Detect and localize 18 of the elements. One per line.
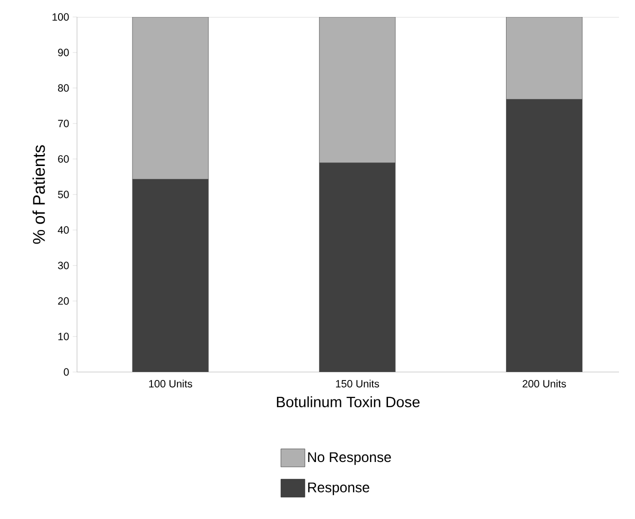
y-tick-label: 50 [58,190,69,198]
x-tick-label: 150 Units [336,380,380,388]
y-tick-label: 10 [58,332,69,340]
legend-label: Response [308,482,370,496]
y-tick-label: 60 [58,155,69,163]
y-axis-title: % of Patients [32,145,45,244]
x-tick-label: 200 Units [522,380,566,388]
x-axis-title: Botulinum Toxin Dose [276,396,420,408]
y-tick-label: 100 [52,13,69,21]
y-tick-label: 80 [58,84,69,92]
y-tick-label: 40 [58,226,69,234]
y-tick-label: 20 [58,297,69,305]
y-tick-label: 70 [58,120,69,128]
x-tick-label: 100 Units [149,380,192,388]
y-tick-label: 0 [64,368,69,376]
y-tick-label: 30 [58,262,69,270]
y-tick-label: 90 [58,48,69,56]
legend-label: No Response [308,452,391,465]
